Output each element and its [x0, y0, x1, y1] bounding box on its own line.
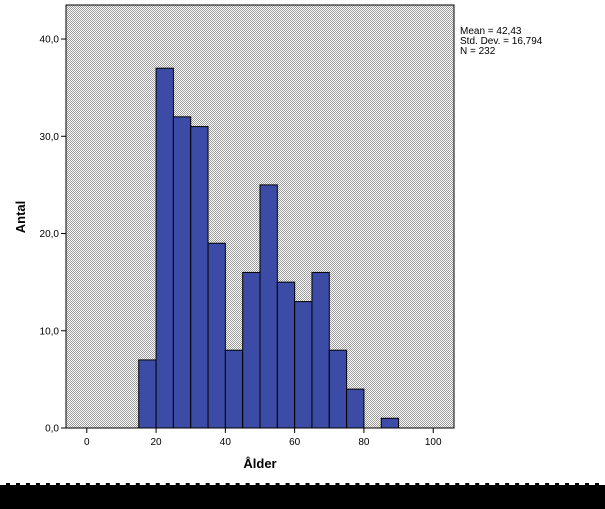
y-tick-label: 40,0: [40, 35, 60, 46]
histogram-bar-55-60: [276, 281, 296, 429]
stats-n: N = 232: [460, 46, 496, 57]
stats-box: Mean = 42,43 Std. Dev. = 16,794 N = 232: [460, 26, 543, 57]
histogram-bar-75-80: [346, 388, 365, 429]
histogram-bar-35-40: [207, 242, 226, 429]
y-tick-label: 30,0: [40, 132, 60, 143]
x-tick-label: 60: [289, 437, 301, 448]
x-tick-label: 80: [358, 437, 370, 448]
bottom-black-band: [0, 483, 605, 509]
histogram-bars: [138, 67, 400, 429]
histogram-bar-45-50: [242, 271, 261, 429]
x-axis-title: Ålder: [243, 456, 276, 471]
y-axis-title: Antal: [13, 201, 28, 234]
histogram-bar-50-55: [259, 184, 278, 429]
histogram-bar-60-65: [294, 301, 313, 429]
x-tick-label: 20: [151, 437, 163, 448]
histogram-bar-20-25: [155, 67, 174, 429]
x-axis-ticks: 0 20 40 60 80 100: [84, 428, 442, 448]
y-tick-label: 0,0: [45, 424, 59, 435]
histogram-bar-25-30: [172, 116, 192, 429]
histogram-bar-70-75: [328, 349, 348, 429]
histogram-bar-30-35: [190, 126, 209, 429]
histogram-bar-40-45: [224, 349, 244, 429]
histogram-bar-15-20: [138, 359, 157, 429]
histogram-bar-65-70: [311, 271, 330, 429]
y-axis-ticks: 0,0 10,0 20,0 30,0 40,0: [40, 35, 66, 435]
histogram-bar-85-90: [380, 417, 400, 429]
x-tick-label: 0: [84, 437, 90, 448]
stats-std-dev: Std. Dev. = 16,794: [460, 36, 543, 47]
stats-mean: Mean = 42,43: [460, 26, 522, 37]
x-tick-label: 100: [425, 437, 442, 448]
y-tick-label: 10,0: [40, 326, 60, 337]
x-tick-label: 40: [220, 437, 232, 448]
y-tick-label: 20,0: [40, 229, 60, 240]
